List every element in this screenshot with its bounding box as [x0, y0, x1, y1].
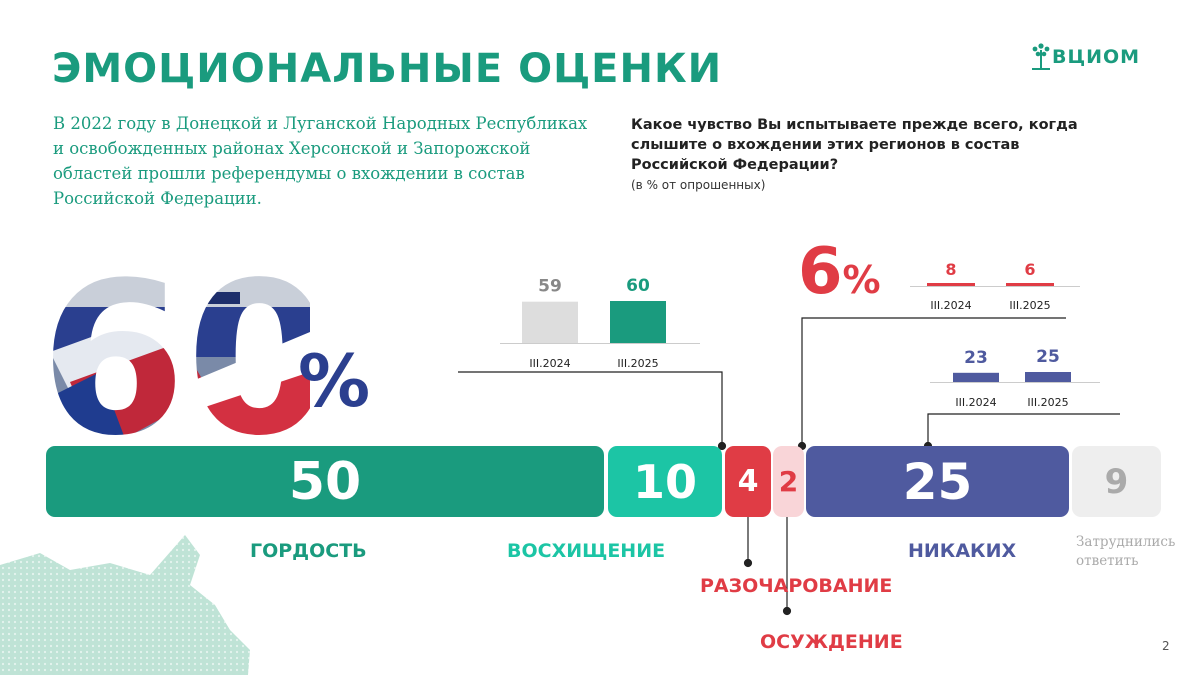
mini-bar	[1025, 372, 1071, 382]
mini-bar-value: 6	[1024, 260, 1035, 279]
mini-bar-category: III.2024	[930, 299, 971, 312]
bar-segment-value: 25	[902, 452, 973, 511]
bar-segment-value: 9	[1104, 461, 1129, 502]
survey-question: Какое чувство Вы испытываете прежде всег…	[631, 115, 1111, 195]
intro-line: областей прошли референдумы о вхождении …	[53, 164, 525, 183]
mini-chart-neutral: 23 III.2024 25 III.2025	[930, 347, 1100, 409]
bar-segment: 25	[806, 446, 1069, 517]
mini-bar	[1006, 283, 1054, 286]
category-label-line: Затруднились	[1076, 534, 1176, 550]
mini-chart-negative: 8 III.2024 6 III.2025	[910, 260, 1080, 312]
vciom-logo: ВЦИОМ	[1030, 42, 1160, 72]
question-note: (в % от опрошенных)	[631, 178, 766, 192]
page-title: ЭМОЦИОНАЛЬНЫЕ ОЦЕНКИ	[52, 46, 723, 92]
category-label-line: НИКАКИХ	[908, 540, 1017, 562]
mini-bar-category: III.2025	[1009, 299, 1050, 312]
category-label-line: ОСУЖДЕНИЕ	[760, 631, 903, 653]
connector-dot	[782, 606, 792, 616]
mini-bar-value: 59	[538, 277, 562, 297]
category-label-line: ВОСХИЩЕНИЕ	[507, 540, 666, 562]
mini-chart-positive: 59 III.2024 60 III.2025	[500, 276, 700, 370]
category-label: ГОРДОСТЬ	[250, 540, 367, 562]
bar-segment-value: 10	[632, 454, 697, 509]
positive-percent-sign: %	[298, 345, 370, 417]
negative-total-value: 6	[798, 235, 843, 309]
intro-text: В 2022 году в Донецкой и Луганской Народ…	[53, 111, 623, 211]
mini-bar-category: III.2025	[1027, 396, 1068, 409]
mini-bar-value: 25	[1036, 347, 1060, 367]
bar-segment-value: 2	[778, 465, 799, 498]
category-label-line: РАЗОЧАРОВАНИЕ	[700, 575, 893, 597]
page-number: 2	[1162, 639, 1170, 653]
bar-segment: 9	[1072, 446, 1161, 517]
negative-total-figure: 6%	[798, 240, 881, 304]
intro-line: и освобожденных районах Херсонской и Зап…	[53, 139, 531, 158]
question-line: Российской Федерации?	[631, 157, 839, 173]
category-label: РАЗОЧАРОВАНИЕ	[700, 575, 892, 597]
bar-segment: 10	[608, 446, 722, 517]
logo-text: ВЦИОМ	[1052, 46, 1141, 68]
category-label-line: ответить	[1076, 553, 1139, 569]
mini-bar-category: III.2024	[955, 396, 996, 409]
mini-bar-value: 60	[626, 276, 650, 296]
connector-neutral	[927, 413, 1120, 446]
percent-sign: %	[298, 339, 371, 423]
connector-positive	[458, 371, 723, 446]
category-label-line: ГОРДОСТЬ	[250, 540, 367, 562]
connector-dot	[743, 558, 753, 568]
category-label: НИКАКИХ	[908, 540, 1016, 562]
mini-bar	[953, 372, 999, 382]
mini-bar-category: III.2025	[617, 357, 658, 370]
mini-bar	[610, 301, 666, 343]
category-label: ВОСХИЩЕНИЕ	[507, 540, 665, 562]
question-line: Какое чувство Вы испытываете прежде всег…	[631, 117, 1078, 133]
mini-bar	[522, 301, 578, 343]
question-line: слышите о вхождении этих регионов в сост…	[631, 137, 1020, 153]
mini-bar-category: III.2024	[529, 357, 570, 370]
map-decoration	[0, 535, 250, 675]
positive-total-figure: 60	[40, 252, 310, 452]
intro-line: Российской Федерации.	[53, 189, 262, 208]
category-label: Затруднились ответить	[1076, 533, 1175, 571]
bar-segment-value: 4	[737, 464, 759, 499]
bar-segment: 4	[725, 446, 771, 517]
intro-line: В 2022 году в Донецкой и Луганской Народ…	[53, 114, 588, 133]
bar-segment: 50	[46, 446, 604, 517]
mini-bar	[927, 283, 975, 286]
mini-bar-value: 8	[945, 260, 956, 279]
category-label: ОСУЖДЕНИЕ	[760, 631, 903, 653]
bar-segment-value: 50	[288, 451, 362, 512]
bar-segment: 2	[773, 446, 804, 517]
tree-icon	[1032, 43, 1050, 70]
negative-percent-sign: %	[842, 258, 881, 302]
mini-bar-value: 23	[964, 348, 988, 368]
